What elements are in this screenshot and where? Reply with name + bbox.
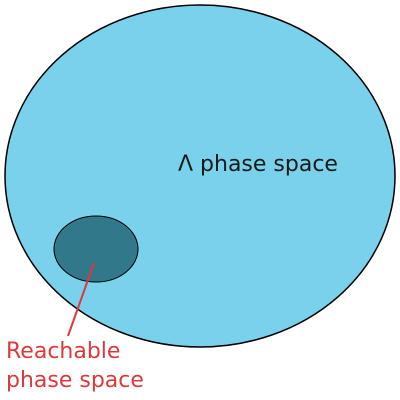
reachable-label-line-1: Reachable: [6, 339, 120, 364]
lambda-phase-space-label: Λ phase space: [178, 152, 338, 177]
reachable-phase-space-region: [53, 215, 139, 283]
reachable-label-line-2: phase space: [6, 368, 144, 393]
reachable-pointer-line: [67, 262, 95, 337]
